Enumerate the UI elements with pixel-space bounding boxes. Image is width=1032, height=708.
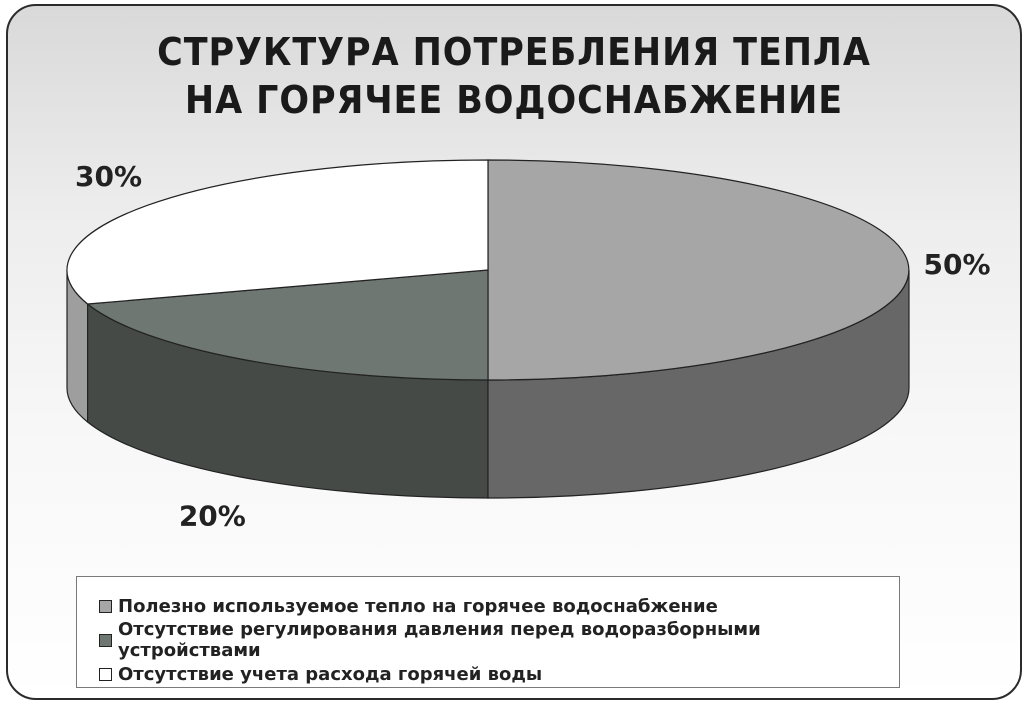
chart-card: СТРУКТУРА ПОТРЕБЛЕНИЯ ТЕПЛА НА ГОРЯЧЕЕ В… [6,4,1022,700]
pie-slice [66,159,489,305]
pie-slice-value-label: 20% [179,499,246,532]
legend-item: Отсутствие регулирования давления перед … [99,619,899,661]
chart-title-line-2: НА ГОРЯЧЕЕ ВОДОСНАБЖЕНИЕ [184,78,844,122]
pie-slice-value-label: 50% [923,248,990,281]
chart-legend: Полезно используемое тепло на горячее во… [76,576,900,688]
legend-swatch [99,633,112,647]
pie-slice [487,159,910,381]
legend-label: Отсутствие регулирования давления перед … [118,619,761,661]
chart-title-line-1: СТРУКТУРА ПОТРЕБЛЕНИЯ ТЕПЛА [157,30,871,74]
legend-label: Полезно используемое тепло на горячее во… [118,595,718,617]
pie-slice [86,269,489,381]
legend-item: Полезно используемое тепло на горячее во… [99,589,899,623]
legend-item: Отсутствие учета расхода горячей воды [99,657,899,691]
legend-swatch [99,667,112,681]
pie-chart: 50% 20% 30% [66,159,991,532]
legend-swatch [99,599,112,613]
pie-slice-value-label: 30% [75,160,142,193]
legend-label: Отсутствие учета расхода горячей воды [118,663,543,685]
